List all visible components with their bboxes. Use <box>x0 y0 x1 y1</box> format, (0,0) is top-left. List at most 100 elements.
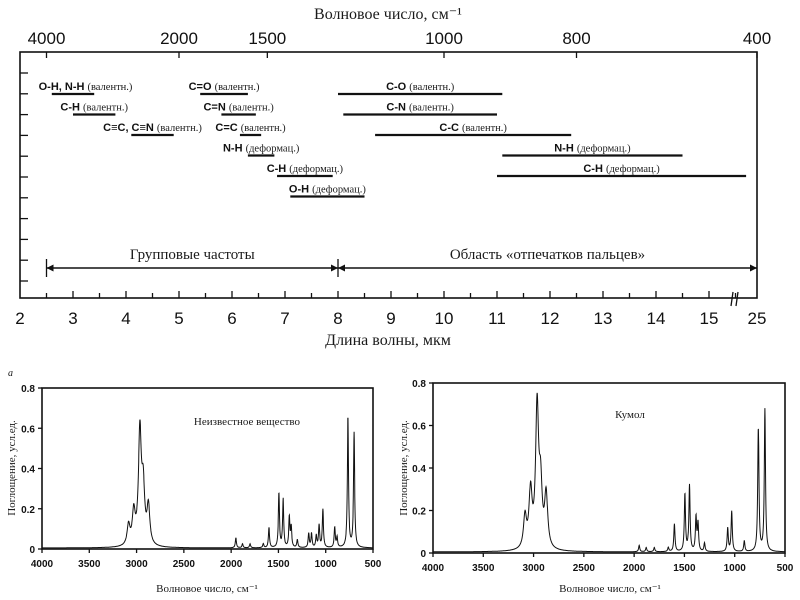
y-tick-label: 0.8 <box>412 379 426 390</box>
y-tick-label: 0.8 <box>21 384 35 395</box>
wavenumber-tick-label: 400 <box>743 29 771 48</box>
band-mode: (валентн.) <box>241 123 286 134</box>
band-formula: C-H <box>60 102 83 114</box>
x-axis-title: Волновое число, см⁻¹ <box>559 583 661 595</box>
y-tick-label: 0 <box>29 545 35 556</box>
x-tick-label: 3000 <box>125 559 148 570</box>
band-mode: (деформац.) <box>246 144 300 155</box>
y-tick-label: 0.6 <box>412 422 426 433</box>
y-tick-label: 0.4 <box>412 464 426 475</box>
x-tick-label: 2500 <box>173 559 196 570</box>
band-label: C-H (деформац.) <box>583 163 660 175</box>
band-mode: (валентн.) <box>157 123 202 134</box>
wavenumber-tick-label: 1000 <box>425 29 463 48</box>
band-mode: (валентн.) <box>87 82 132 93</box>
y-axis-title: Поглощение, усл.ед. <box>398 420 410 516</box>
band-formula: C≡C, C≡N <box>103 122 157 134</box>
band-formula: C-O <box>386 81 409 93</box>
band-formula: O-H, N-H <box>39 81 88 93</box>
x-tick-label: 3000 <box>522 563 545 574</box>
spectrum-line <box>42 417 373 549</box>
wavelength-tick-label: 15 <box>700 309 719 328</box>
wavelength-tick-label: 7 <box>280 309 289 328</box>
band-mode: (валентн.) <box>229 103 274 114</box>
band-label: C-N (валентн.) <box>386 102 454 114</box>
band-mode: (валентн.) <box>215 82 260 93</box>
wavelength-tick-label: 13 <box>594 309 613 328</box>
bottom-axis-title: Длина волны, мкм <box>325 332 451 349</box>
y-axis-title: Поглощение, усл.ед. <box>6 420 18 516</box>
x-tick-label: 2000 <box>220 559 243 570</box>
y-tick-label: 0.6 <box>21 424 35 435</box>
y-tick-label: 0.4 <box>21 465 35 476</box>
band-mode: (валентн.) <box>409 82 454 93</box>
x-tick-label: 1000 <box>315 559 338 570</box>
band-formula: O-H <box>289 184 312 196</box>
band-mode: (валентн.) <box>462 123 507 134</box>
band-label: C=N (валентн.) <box>203 102 274 114</box>
y-tick-label: 0.2 <box>412 507 426 518</box>
wavelength-tick-label: 10 <box>435 309 454 328</box>
x-tick-label: 3500 <box>78 559 101 570</box>
wavelength-tick-label: 2 <box>15 309 24 328</box>
x-tick-label: 3500 <box>472 563 495 574</box>
wavelength-tick-label: 25 <box>748 309 767 328</box>
region-label: Групповые частоты <box>130 247 255 263</box>
band-label: N-H (деформац.) <box>554 143 631 155</box>
wavelength-tick-label: 5 <box>174 309 183 328</box>
band-label: C-O (валентн.) <box>386 81 455 93</box>
band-label: C-H (валентн.) <box>60 102 128 114</box>
band-mode: (деформац.) <box>312 185 366 196</box>
spectrum-title: Кумол <box>615 409 645 421</box>
band-formula: C-H <box>267 163 290 175</box>
band-formula: C-C <box>439 122 462 134</box>
y-tick-label: 0.2 <box>21 505 35 516</box>
wavelength-tick-label: 12 <box>541 309 560 328</box>
band-mode: (деформац.) <box>606 164 660 175</box>
x-tick-label: 500 <box>365 559 382 570</box>
band-label: N-H (деформац.) <box>223 143 300 155</box>
band-formula: C=C <box>215 122 240 134</box>
band-mode: (деформац.) <box>577 144 631 155</box>
x-tick-label: 1000 <box>724 563 747 574</box>
x-tick-label: 4000 <box>422 563 445 574</box>
chart-frame <box>19 51 758 299</box>
axis-break-mark <box>730 291 739 307</box>
band-label: C=O (валентн.) <box>189 81 260 93</box>
band-mode: (валентн.) <box>409 103 454 114</box>
y-tick-label: 0 <box>420 549 426 560</box>
top-axis-title: Волновое число, см⁻¹ <box>314 6 462 23</box>
panel-label: а <box>8 368 13 379</box>
x-tick-label: 2000 <box>623 563 646 574</box>
wavelength-tick-label: 9 <box>386 309 395 328</box>
wavelength-tick-label: 3 <box>68 309 77 328</box>
band-formula: C=N <box>203 102 228 114</box>
band-formula: N-H <box>223 143 246 155</box>
ir-correlation-chart: Волновое число, см⁻¹ Длина волны, мкм 2 3… <box>15 6 771 349</box>
spectrum-line <box>433 392 785 553</box>
band-label: C≡C, C≡N (валентн.) <box>103 122 202 134</box>
band-formula: N-H <box>554 143 577 155</box>
spectrum-panel-cumene: Кумол Волновое число, см⁻¹ Поглощение, у… <box>398 379 794 595</box>
x-tick-label: 4000 <box>31 559 54 570</box>
band-formula: C-N <box>386 102 409 114</box>
wavelength-tick-label: 11 <box>488 309 506 328</box>
band-formula: C-H <box>583 163 606 175</box>
wavenumber-tick-label: 4000 <box>28 29 66 48</box>
region-label: Область «отпечатков пальцев» <box>450 247 645 263</box>
x-tick-label: 1500 <box>673 563 696 574</box>
spectrum-panel-unknown: а Неизвестное вещество Волновое число, с… <box>6 368 382 595</box>
band-label: C-H (деформац.) <box>267 163 344 175</box>
wavenumber-tick-label: 800 <box>562 29 590 48</box>
spectrum-title: Неизвестное вещество <box>194 416 301 428</box>
band-label: O-H, N-H (валентн.) <box>39 81 133 93</box>
x-tick-label: 1500 <box>267 559 290 570</box>
x-tick-label: 500 <box>777 563 794 574</box>
band-label: O-H (деформац.) <box>289 184 366 196</box>
wavelength-tick-label: 14 <box>647 309 666 328</box>
x-tick-label: 2500 <box>573 563 596 574</box>
band-label: C-C (валентн.) <box>439 122 507 134</box>
x-axis-title: Волновое число, см⁻¹ <box>156 583 258 595</box>
wavenumber-tick-label: 2000 <box>160 29 198 48</box>
